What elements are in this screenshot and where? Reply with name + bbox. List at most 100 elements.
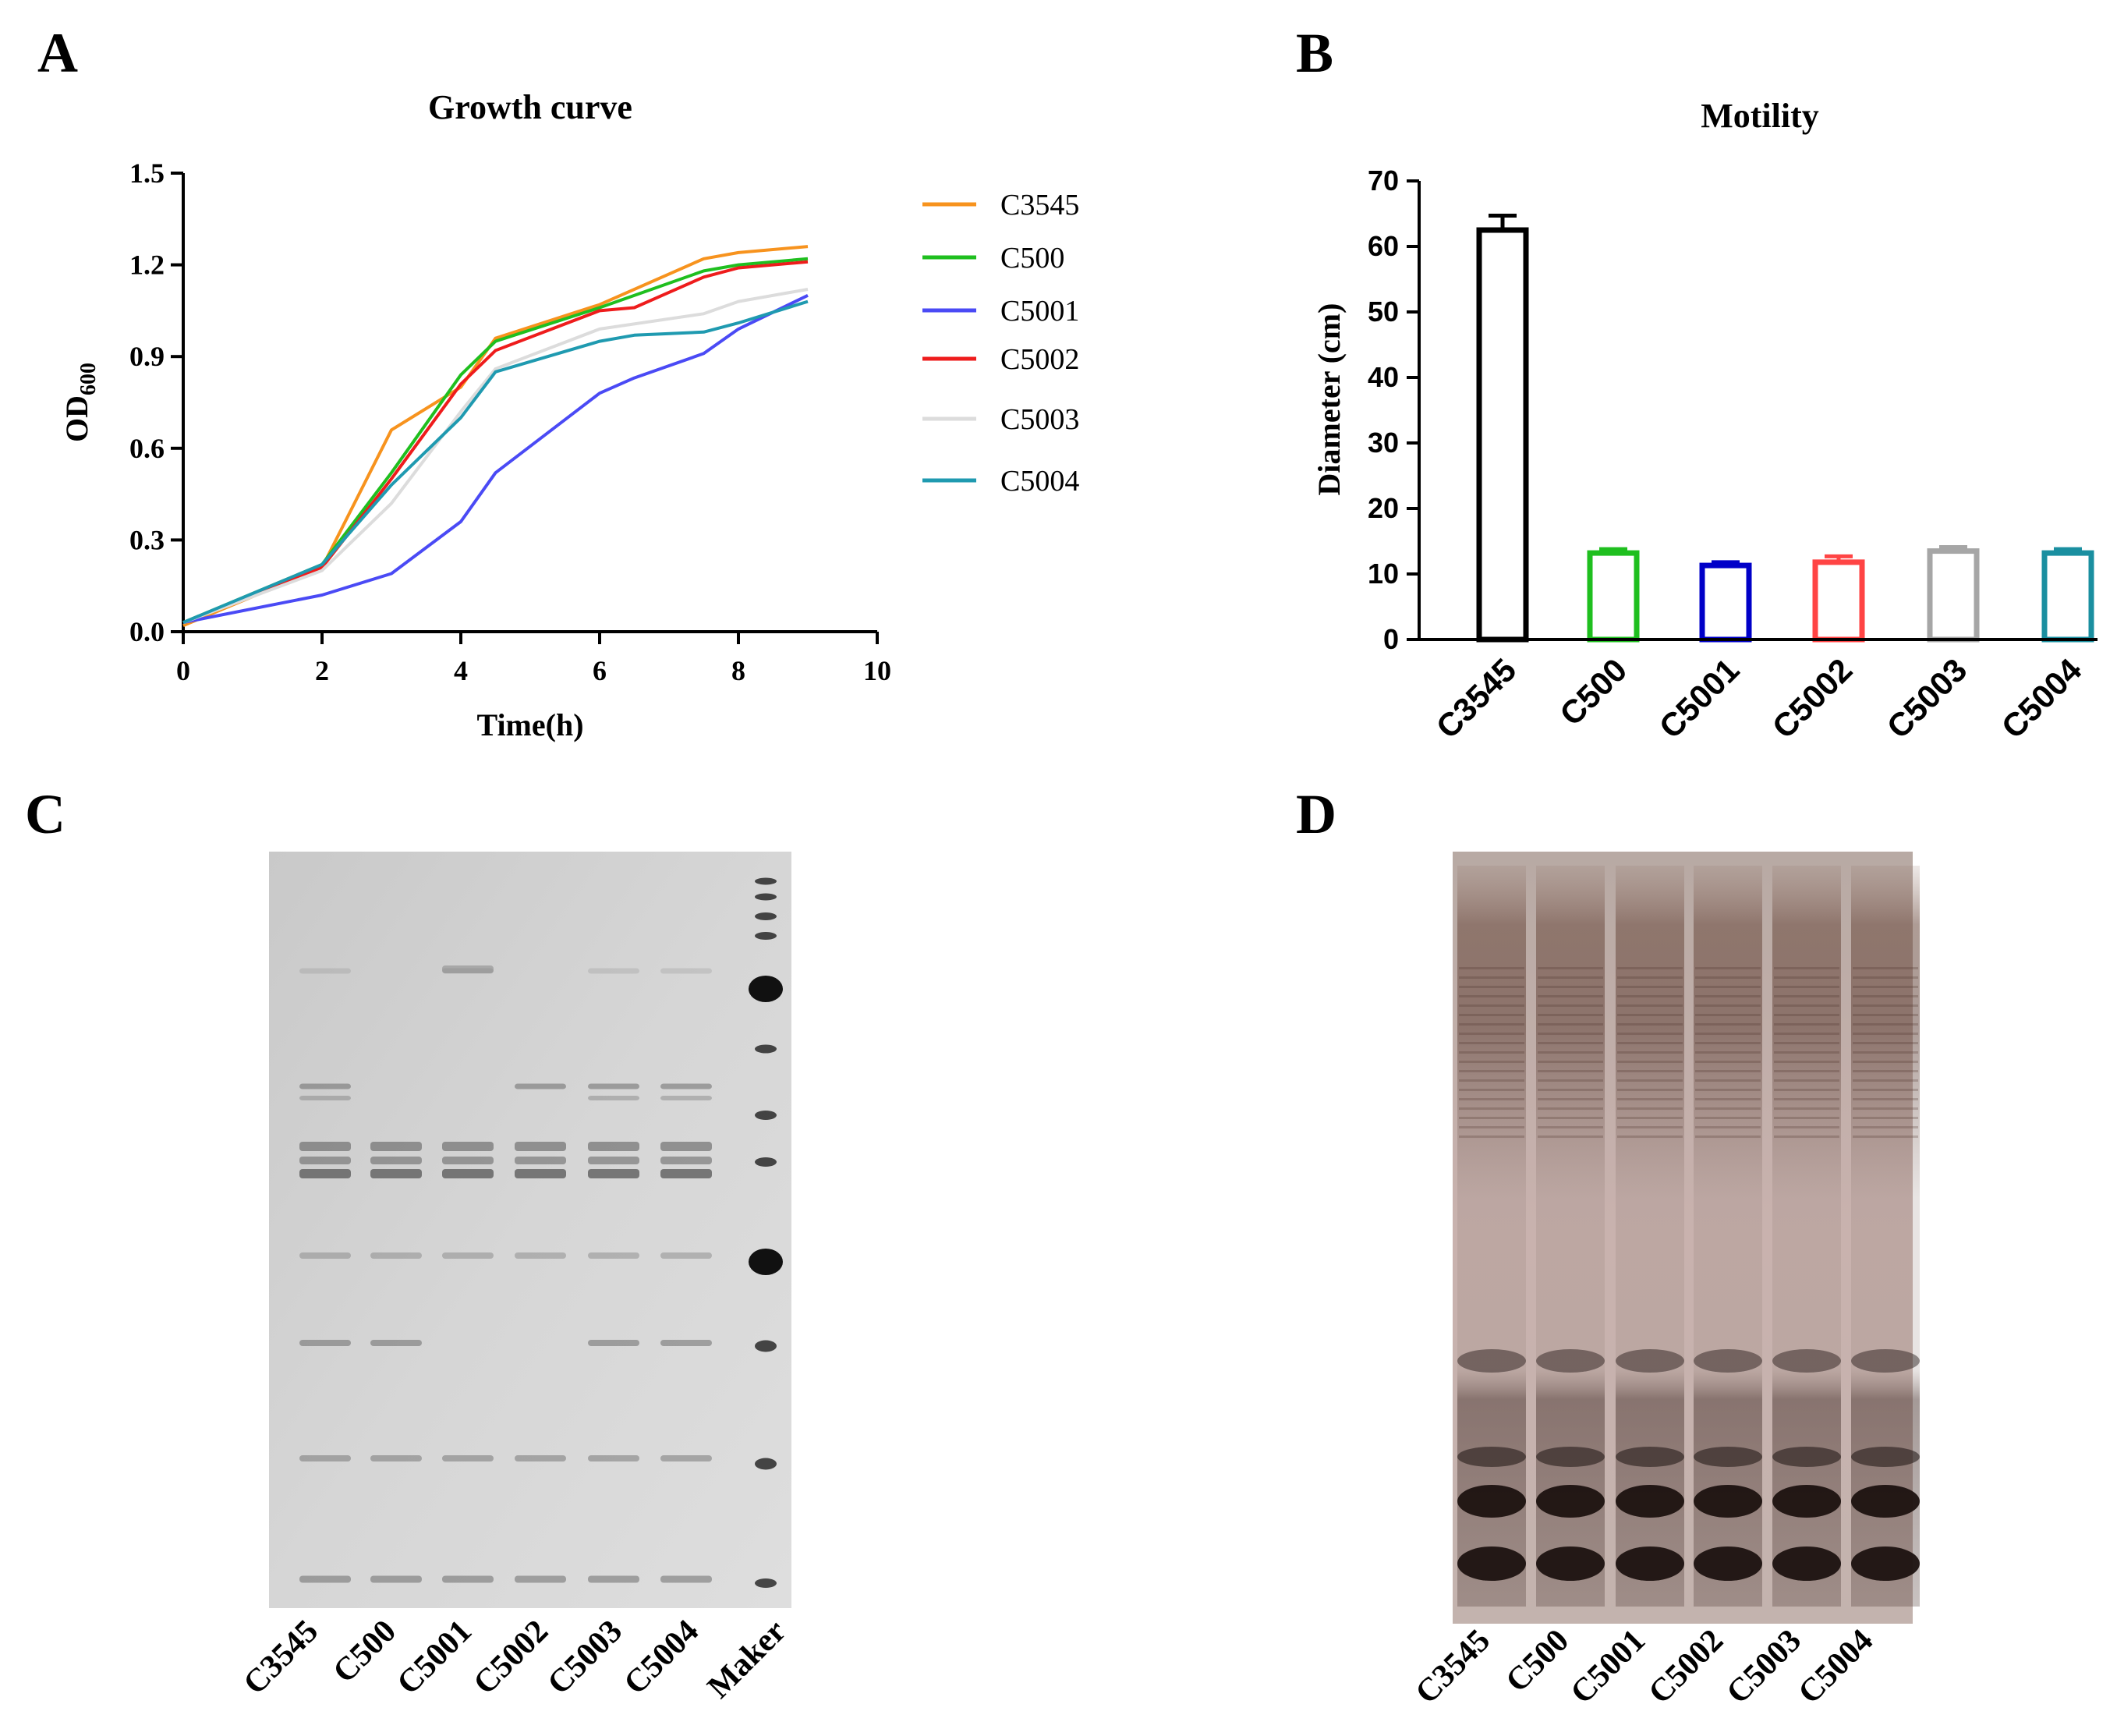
- gel-d-ladder-band: [1695, 1033, 1761, 1035]
- gel-d-ladder-band: [1774, 995, 1839, 997]
- motility-bar-c5003: [1927, 548, 1980, 643]
- gel-d-ladder-band: [1695, 1098, 1761, 1100]
- gel-d-ladder-band: [1617, 1117, 1683, 1119]
- gel-d-ladder-band: [1853, 1042, 1918, 1044]
- gel-d-ladder-band: [1538, 976, 1603, 979]
- gel-c-band: [588, 1169, 639, 1178]
- gel-d-ladder-band: [1617, 1014, 1683, 1016]
- gel-d-ladder-band: [1538, 1135, 1603, 1138]
- gel-d-ladder-band: [1774, 1107, 1839, 1110]
- gel-c-marker-band: [755, 912, 777, 920]
- gel-c-band: [588, 968, 639, 974]
- gel-c-lane-label-c3545: C3545: [237, 1614, 325, 1702]
- gel-d-ladder-band: [1538, 1004, 1603, 1007]
- gel-c-band: [660, 1575, 712, 1583]
- gel-c-band: [515, 1455, 566, 1461]
- gel-d-band: [1536, 1447, 1605, 1467]
- motility-y-ticks: 0 10 20 30 40 50 60 70: [1368, 165, 1419, 655]
- gel-c-band: [370, 1575, 422, 1583]
- gel-d-band: [1536, 1349, 1605, 1373]
- motility-y-tick-label: 50: [1368, 296, 1399, 328]
- growth-line-c5001: [182, 293, 809, 625]
- gel-d-ladder-band: [1538, 995, 1603, 997]
- gel-d-lane-label-c500: C500: [1499, 1623, 1577, 1700]
- gel-c-band: [515, 1142, 566, 1151]
- motility-x-label-c5002: C5002: [1765, 651, 1860, 746]
- gel-d-ladder-band: [1538, 1126, 1603, 1128]
- gel-c-marker-band: [755, 1458, 777, 1470]
- gel-d-ladder-band: [1617, 1079, 1683, 1082]
- gel-d-ladder-band: [1695, 1089, 1761, 1091]
- growth-x-ticks: 0 2 4 6 8 10: [176, 632, 891, 686]
- growth-line-c500: [182, 257, 809, 625]
- gel-d-ladder-band: [1695, 1117, 1761, 1119]
- gel-c-band: [588, 1340, 639, 1346]
- gel-d-ladder-band: [1617, 986, 1683, 988]
- growth-curve-chart: Growth curve 0.00.30.60.91.21.5 0 2 4 6 8 10 …: [59, 88, 1079, 742]
- gel-c-band: [588, 1252, 639, 1259]
- gel-d-ladder-band: [1695, 1061, 1761, 1063]
- gel-c-band: [442, 1575, 494, 1583]
- gel-d-ladder-band: [1695, 1004, 1761, 1007]
- gel-d-ladder-band: [1853, 995, 1918, 997]
- gel-c-band: [588, 1575, 639, 1583]
- panel-letter-b: B: [1296, 22, 1333, 84]
- gel-d-band: [1694, 1485, 1762, 1518]
- gel-c-band: [660, 1340, 712, 1346]
- growth-y-ticks: 0.0 0.3 0.6 0.9 1.2 1.5: [129, 158, 183, 647]
- gel-d-ladder-band: [1538, 1117, 1603, 1119]
- gel-d-ladder-band: [1774, 976, 1839, 979]
- gel-d-band: [1457, 1447, 1526, 1467]
- gel-d-band: [1772, 1485, 1841, 1518]
- gel-c-band: [442, 1142, 494, 1151]
- gel-d-ladder-band: [1853, 1070, 1918, 1072]
- gel-d-band: [1694, 1447, 1762, 1467]
- gel-d-ladder-band: [1617, 1107, 1683, 1110]
- gel-d-ladder-band: [1853, 1079, 1918, 1082]
- growth-x-tick-label: 0: [176, 655, 190, 686]
- motility-x-label-c5004: C5004: [1995, 651, 2089, 746]
- gel-d-ladder-band: [1538, 1061, 1603, 1063]
- motility-y-tick-label: 0: [1383, 623, 1399, 655]
- motility-x-label-c3545: C3545: [1429, 651, 1524, 746]
- gel-c-marker-band: [755, 1340, 777, 1352]
- gel-d-lane-smear: [1772, 866, 1841, 1607]
- gel-d-ladder-band: [1459, 1089, 1524, 1091]
- gel-c-band: [442, 1169, 494, 1178]
- gel-d-ladder-band: [1538, 1014, 1603, 1016]
- gel-d-ladder-band: [1459, 1126, 1524, 1128]
- gel-d-ladder-band: [1617, 1033, 1683, 1035]
- gel-d-ladder-band: [1538, 1033, 1603, 1035]
- gel-d-ladder-band: [1538, 1070, 1603, 1072]
- gel-d-ladder-band: [1774, 1051, 1839, 1054]
- gel-c-band: [660, 968, 712, 974]
- gel-d-ladder-band: [1695, 1042, 1761, 1044]
- growth-y-axis-label: OD600: [59, 363, 101, 442]
- motility-x-labels: C3545 C500 C5001 C5002 C5003 C5004: [1429, 651, 2089, 746]
- gel-d-band: [1694, 1349, 1762, 1373]
- motility-chart: Motility 0 10 20 30 40 50 60 70 Diameter (cm) C…: [1312, 97, 2098, 746]
- gel-c-band: [660, 1083, 712, 1089]
- gel-d-ladder-band: [1695, 1126, 1761, 1128]
- gel-d-ladder-band: [1538, 967, 1603, 969]
- growth-x-tick-label: 6: [593, 655, 607, 686]
- gel-d-ladder-band: [1459, 1135, 1524, 1138]
- gel-d-ladder-band: [1774, 1061, 1839, 1063]
- gel-d-lane-smear: [1457, 866, 1526, 1607]
- gel-c-marker-band: [755, 1111, 777, 1120]
- gel-d-ladder-band: [1774, 1070, 1839, 1072]
- growth-y-tick-label: 0.9: [129, 341, 165, 372]
- gel-d-band: [1536, 1485, 1605, 1518]
- gel-d-ladder-band: [1459, 1033, 1524, 1035]
- gel-d-band: [1851, 1349, 1920, 1373]
- motility-y-tick-label: 40: [1368, 361, 1399, 393]
- gel-d-ladder-band: [1853, 1107, 1918, 1110]
- gel-d-ladder-band: [1695, 976, 1761, 979]
- gel-d-ladder-band: [1774, 1033, 1839, 1035]
- growth-x-axis-label: Time(h): [476, 707, 583, 742]
- gel-d-ladder-band: [1774, 1098, 1839, 1100]
- gel-c-band: [299, 1157, 351, 1164]
- gel-d-ladder-band: [1538, 986, 1603, 988]
